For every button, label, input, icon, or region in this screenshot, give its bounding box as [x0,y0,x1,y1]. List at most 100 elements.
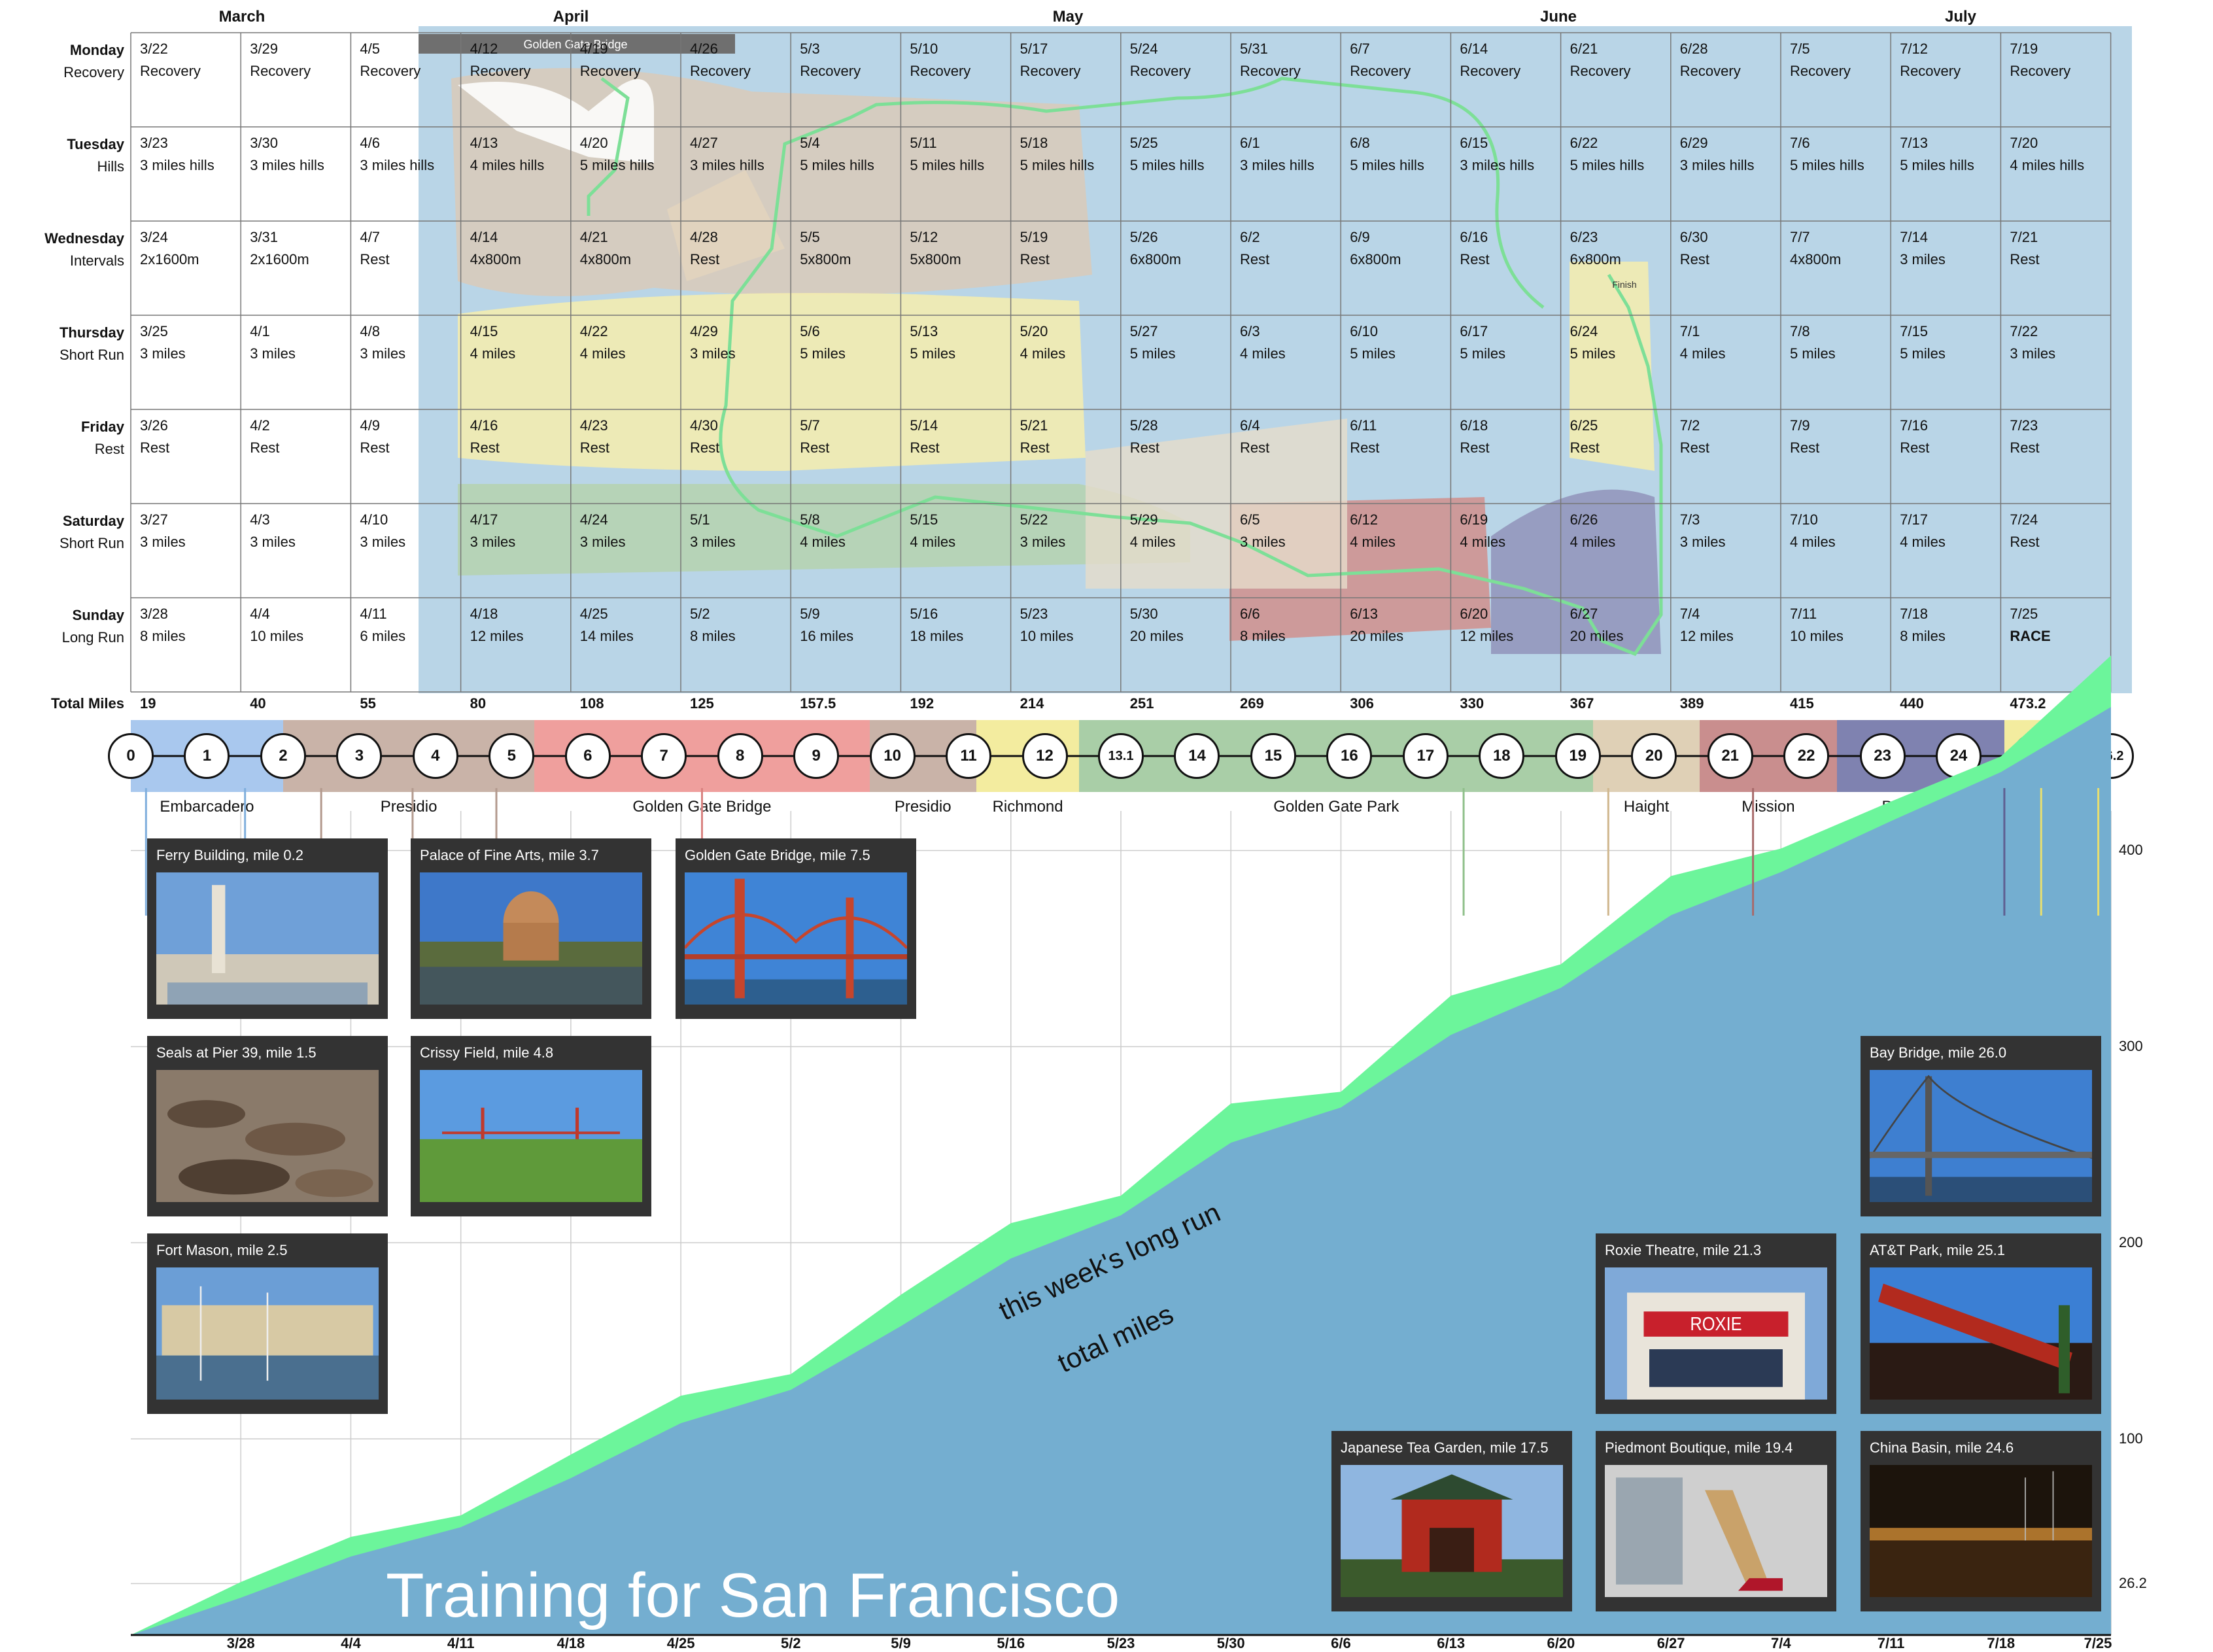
cell-workout: 6x800m [1570,251,1621,267]
cell-date: 5/19 [1020,229,1048,245]
cell-date: 5/25 [1129,135,1158,151]
cell-date: 3/25 [140,323,168,339]
cell-date: 7/9 [1790,417,1810,434]
schedule-cell: 5/25 5 miles hills [1121,127,1231,177]
cell-workout: 3 miles [470,534,516,550]
x-tick-label: 5/16 [997,1635,1025,1651]
week-total: 19 [140,695,156,712]
schedule-cell: 7/24 Rest [2000,504,2110,553]
photo-caption: Crissy Field, mile 4.8 [420,1044,554,1061]
schedule-cell: 5/18 5 miles hills [1011,127,1121,177]
schedule-cell: 7/25 RACE [2000,598,2110,647]
schedule-cell: 6/17 5 miles [1450,315,1560,365]
schedule-cell: 6/24 5 miles [1561,315,1671,365]
cell-date: 6/14 [1460,41,1488,57]
cell-date: 5/17 [1020,41,1048,57]
cell-workout: Recovery [1020,63,1081,79]
schedule-cell: 4/7 Rest [351,221,460,271]
cell-date: 6/22 [1570,135,1598,151]
tea-garden-photo [1341,1465,1563,1597]
cell-date: 4/23 [579,417,608,434]
cell-workout: 5 miles [1900,345,1946,362]
x-tick-label: 6/6 [1331,1635,1351,1651]
cell-workout: 8 miles [140,628,186,644]
week-total: 55 [360,695,376,712]
cell-date: 4/12 [470,41,498,57]
mile-marker: 10 [869,733,916,779]
schedule-cell: 4/3 3 miles [241,504,351,553]
cell-date: 5/1 [690,511,710,528]
schedule-cell: 3/28 8 miles [131,598,241,647]
schedule-cell: 4/4 10 miles [241,598,351,647]
cell-workout: Rest [1240,439,1270,456]
cell-workout: 3 miles hills [250,157,324,173]
photo-caption: Japanese Tea Garden, mile 17.5 [1341,1439,1549,1456]
piedmont-photo [1605,1465,1827,1597]
schedule-cell: 6/14 Recovery [1450,33,1560,82]
cell-workout: 3 miles hills [360,157,435,173]
cell-workout: Rest [1020,251,1050,267]
schedule-cell: 6/7 Recovery [1341,33,1450,82]
cell-workout: 4x800m [470,251,521,267]
ferry-building-photo [156,872,379,1005]
cell-workout: 5 miles hills [1790,157,1864,173]
cell-date: 6/26 [1570,511,1598,528]
schedule-cell: 7/18 8 miles [1891,598,2000,647]
schedule-cell: 3/31 2x1600m [241,221,351,271]
cell-date: 3/23 [140,135,168,151]
schedule-cell: 4/22 4 miles [571,315,681,365]
cell-workout: Rest [910,439,940,456]
month-header: April [553,8,589,26]
cell-date: 6/10 [1350,323,1379,339]
photo-card: AT&T Park, mile 25.1 [1861,1233,2101,1414]
schedule-cell: 6/13 20 miles [1341,598,1450,647]
cell-date: 7/21 [2010,229,2038,245]
schedule-cell: 6/3 4 miles [1231,315,1341,365]
schedule-cell: 4/1 3 miles [241,315,351,365]
cell-workout: 2x1600m [140,251,199,267]
day-label: Tuesday Hills [0,133,124,178]
month-header: May [1052,8,1084,26]
cell-workout: 4 miles [1460,534,1506,550]
map-fort-mason-area [667,170,785,281]
week-total: 269 [1240,695,1264,712]
cell-workout: 5 miles hills [1570,157,1645,173]
cell-date: 5/8 [800,511,820,528]
cell-date: 6/25 [1570,417,1598,434]
month-header: March [218,8,266,26]
cell-workout: 4 miles [1790,534,1836,550]
cell-date: 4/14 [470,229,498,245]
x-tick-label: 7/18 [1987,1635,2016,1651]
cell-date: 4/9 [360,417,380,434]
roxie-photo: ROXIE [1605,1267,1827,1400]
schedule-cell: 7/4 12 miles [1671,598,1781,647]
schedule-cell: 7/14 3 miles [1891,221,2000,271]
cell-workout: 3 miles [2010,345,2056,362]
seals-photo [156,1070,379,1202]
cell-date: 6/24 [1570,323,1598,339]
cell-date: 7/14 [1900,229,1929,245]
cell-date: 5/9 [800,606,820,622]
cell-workout: 5 miles [910,345,956,362]
cell-date: 5/18 [1020,135,1048,151]
cell-workout: 5 miles hills [1129,157,1205,173]
day-name: Monday [69,42,124,58]
photo-caption: China Basin, mile 24.6 [1870,1439,2014,1456]
mile-marker: 8 [717,733,763,779]
schedule-cell: 3/23 3 miles hills [131,127,241,177]
schedule-grid [130,32,2112,693]
workout-type: Short Run [59,347,124,363]
week-total: 251 [1129,695,1154,712]
map-park-area [458,484,1190,576]
week-total: 125 [690,695,714,712]
schedule-cell: 4/26 Recovery [681,33,791,82]
cell-workout: Recovery [2010,63,2071,79]
cell-date: 5/7 [800,417,820,434]
schedule-cell: 6/18 Rest [1450,409,1560,459]
schedule-cell: 7/8 5 miles [1781,315,1891,365]
cell-date: 7/12 [1900,41,1929,57]
cell-workout: 20 miles [1350,628,1404,644]
mile-marker: 4 [412,733,458,779]
cell-workout: 3 miles hills [1460,157,1535,173]
cell-date: 6/21 [1570,41,1598,57]
